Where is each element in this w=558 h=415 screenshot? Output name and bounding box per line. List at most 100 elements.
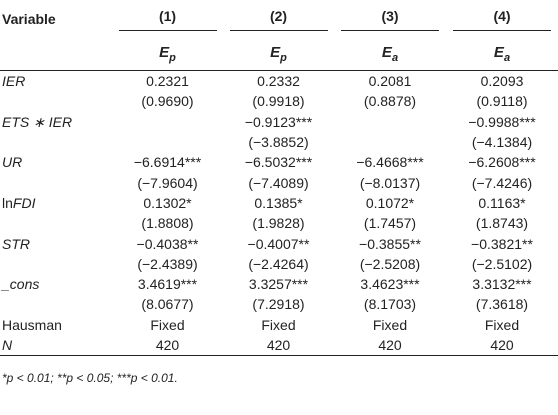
- row-label-part: FDI: [12, 194, 36, 211]
- table-header: Variable (1) (2) (3) (4) Ep Ep Ea Ea: [0, 0, 558, 71]
- table-cell: −6.4668***: [356, 154, 424, 171]
- table-cell: [334, 132, 446, 152]
- table-row: _cons 3.4619*** 3.3257*** 3.4623*** 3.3132**…: [0, 274, 558, 294]
- table-cell: (−2.5208): [359, 255, 421, 272]
- dependent-base: E: [270, 44, 281, 61]
- table-cell: (1.9828): [252, 215, 305, 232]
- row-label: _cons: [0, 274, 112, 294]
- table-cell: 0.1302*: [143, 194, 192, 211]
- table-cell: −6.6914***: [133, 154, 202, 171]
- table-row: Hausman Fixed Fixed Fixed Fixed: [0, 315, 558, 335]
- table-row: IER 0.2321 0.2332 0.2081 0.2093: [0, 71, 558, 92]
- table-cell: −6.2608***: [468, 154, 536, 171]
- table-cell: (1.8808): [141, 215, 194, 232]
- table-cell: (−7.9604): [137, 174, 198, 191]
- table-cell: (−2.5102): [471, 255, 533, 272]
- row-label: [0, 213, 112, 233]
- table-cell: 3.4623***: [360, 276, 420, 293]
- table-cell: Fixed: [372, 316, 408, 333]
- row-label: Hausman: [0, 315, 112, 335]
- dependent-variable-3: Ea: [334, 38, 446, 71]
- table-cell: (−7.4089): [248, 174, 309, 191]
- table-cell: Fixed: [261, 316, 296, 333]
- table-row: N 420 420 420 420: [0, 334, 558, 357]
- table-row: (−7.9604) (−7.4089) (−8.0137) (−7.4246): [0, 172, 558, 192]
- table-cell: Fixed: [150, 316, 185, 333]
- table-cell: (0.9690): [141, 93, 194, 110]
- row-label-part: IER: [2, 73, 26, 90]
- row-label: STR: [0, 233, 112, 253]
- row-label: [0, 294, 112, 314]
- table-cell: Fixed: [484, 316, 520, 333]
- table-cell: (0.9918): [252, 93, 305, 110]
- table-cell: 0.2081: [368, 73, 412, 90]
- significance-footnote: *p < 0.01; **p < 0.05; ***p < 0.01.: [2, 371, 178, 385]
- dependent-base: E: [159, 44, 170, 61]
- table-cell: (−7.4246): [471, 174, 533, 191]
- row-label: UR: [0, 152, 112, 172]
- table-cell: 0.2332: [257, 73, 300, 90]
- table-cell: [334, 112, 446, 132]
- table-cell: 420: [223, 334, 334, 357]
- table-cell: 0.1072*: [365, 194, 415, 211]
- table-cell: −6.5032***: [244, 154, 313, 171]
- row-label: IER: [0, 71, 112, 92]
- dependent-variable-2: Ep: [223, 38, 334, 71]
- regression-table: Variable (1) (2) (3) (4) Ep Ep Ea Ea IER…: [0, 0, 558, 357]
- header-row-dependents: Ep Ep Ea Ea: [0, 38, 558, 71]
- table-cell: (−2.4264): [248, 255, 309, 272]
- table-row: ETS ∗ IER −0.9123*** −0.9988***: [0, 112, 558, 132]
- model-label: (3): [341, 8, 439, 31]
- table-cell: (8.0677): [141, 296, 194, 313]
- table-row: STR −0.4038** −0.4007** −0.3855** −0.3821**: [0, 233, 558, 253]
- row-label: N: [0, 334, 112, 357]
- table-cell: (7.2918): [252, 296, 305, 313]
- table-row: (−2.4389) (−2.4264) (−2.5208) (−2.5102): [0, 254, 558, 274]
- row-label: [0, 91, 112, 111]
- table-cell: −0.3855**: [359, 235, 421, 252]
- table-cell: 0.1163*: [478, 194, 526, 211]
- row-label: [0, 172, 112, 192]
- row-label-part: Hausman: [2, 316, 62, 333]
- model-header-2: (2): [223, 0, 334, 38]
- model-label: (2): [229, 8, 328, 31]
- table-cell: (0.9118): [476, 93, 528, 110]
- dependent-subscript: p: [169, 52, 176, 64]
- dependent-base: E: [493, 44, 504, 61]
- table-body: IER 0.2321 0.2332 0.2081 0.2093 (0.9690) (0.99…: [0, 71, 558, 357]
- header-row-models: Variable (1) (2) (3) (4): [0, 0, 558, 38]
- model-header-3: (3): [334, 0, 446, 38]
- table-cell: 420: [334, 334, 446, 357]
- table-cell: 3.3257***: [248, 276, 309, 293]
- table-cell: 420: [446, 334, 558, 357]
- dependent-variable-4: Ea: [446, 38, 558, 71]
- table-cell: (−3.8852): [248, 134, 309, 151]
- table-cell: 3.3132***: [472, 276, 532, 293]
- row-label-part: STR: [2, 235, 30, 252]
- table-cell: 3.4619***: [137, 276, 198, 293]
- table-row: (0.9690) (0.9918) (0.8878) (0.9118): [0, 91, 558, 111]
- table-cell: −0.9123***: [244, 113, 313, 130]
- table-cell: [112, 112, 223, 132]
- table-cell: 420: [112, 334, 223, 357]
- dependent-variable-1: Ep: [112, 38, 223, 71]
- model-header-1: (1): [112, 0, 223, 38]
- table-cell: −0.9988***: [468, 113, 536, 130]
- table-cell: (1.7457): [363, 215, 417, 232]
- table-cell: (−8.0137): [359, 174, 421, 191]
- table-cell: 0.2321: [146, 73, 189, 90]
- row-label-part: ETS ∗ IER: [2, 113, 73, 130]
- table-cell: (8.1703): [363, 296, 417, 313]
- row-label-part: UR: [2, 154, 23, 171]
- table-cell: (1.8743): [475, 215, 529, 232]
- row-label: ETS ∗ IER: [0, 112, 112, 132]
- table-row: (1.8808) (1.9828) (1.7457) (1.8743): [0, 213, 558, 233]
- table-cell: 0.2093: [480, 73, 524, 90]
- table-row: lnFDI 0.1302* 0.1385* 0.1072* 0.1163*: [0, 193, 558, 213]
- table-cell: [112, 132, 223, 152]
- model-label: (1): [118, 8, 217, 31]
- table-row: (−3.8852) (−4.1384): [0, 132, 558, 152]
- table-cell: (−2.4389): [137, 255, 198, 272]
- dependent-subscript: p: [280, 52, 287, 64]
